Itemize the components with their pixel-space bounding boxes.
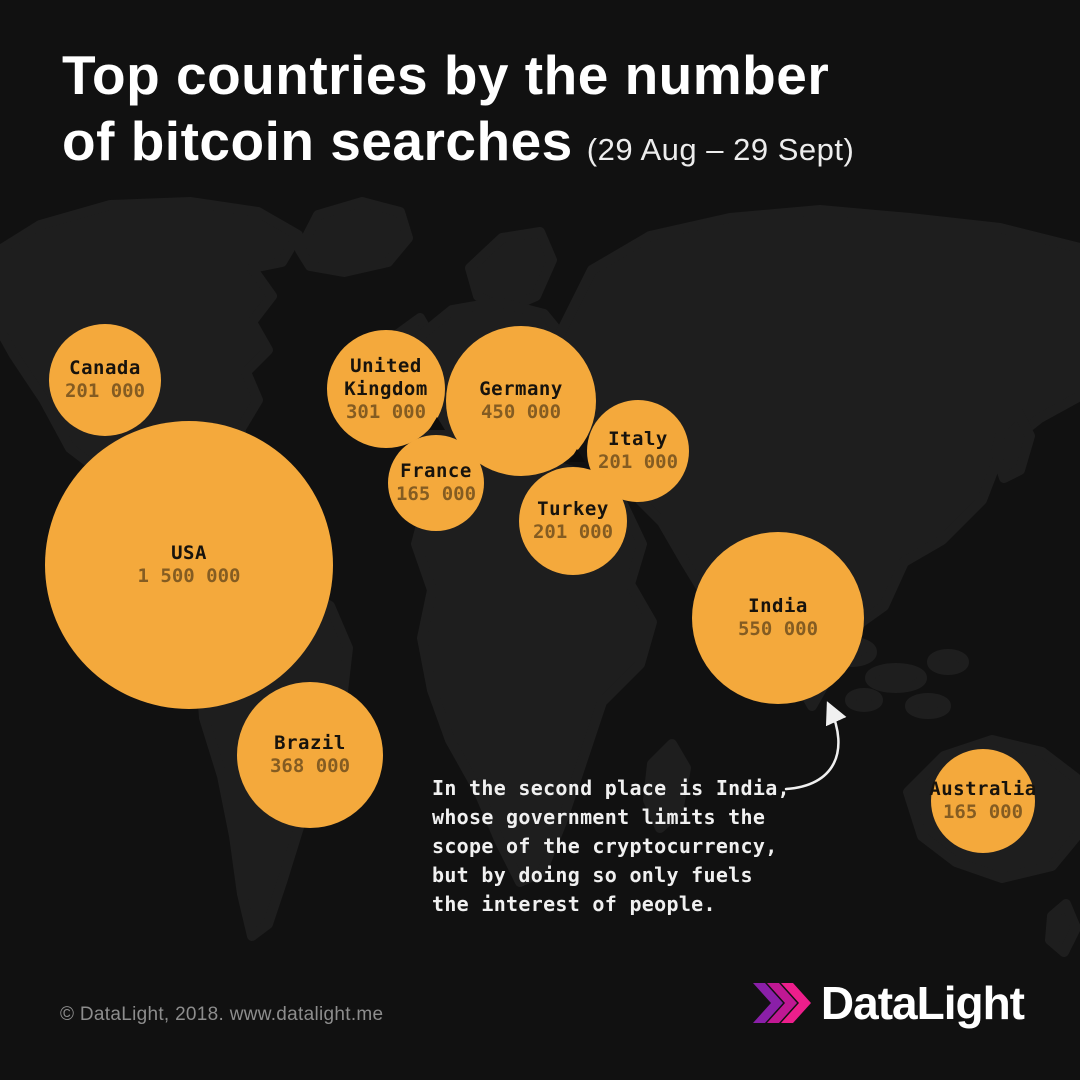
bubble-australia: Australia 165 000 [929, 749, 1037, 853]
bubble-value-label: 165 000 [942, 801, 1024, 823]
title-line-2: of bitcoin searches [62, 110, 573, 172]
annotation-india: In the second place is India, whose gove… [432, 774, 790, 919]
bubble-value-label: 201 000 [532, 521, 614, 543]
bubble-country-label: United Kingdom [344, 354, 428, 400]
bubble-value-label: 165 000 [395, 483, 477, 505]
bubble-italy: Italy 201 000 [587, 400, 689, 502]
bubble-country-label: Turkey [537, 498, 609, 520]
header: Top countries by the number of bitcoin s… [62, 42, 854, 174]
bubble-brazil: Brazil 368 000 [237, 682, 383, 828]
bubble-value-label: 201 000 [597, 451, 679, 473]
date-range-subtitle: (29 Aug – 29 Sept) [586, 132, 855, 167]
brand-name: DataLight [820, 977, 1025, 1029]
annotation-line: the interest of people. [432, 892, 716, 916]
annotation-line: but by doing so only fuels [432, 863, 753, 887]
bubble-usa: USA 1 500 000 [45, 421, 333, 709]
datalight-chevrons-icon [752, 983, 811, 1023]
annotation-line: scope of the cryptocurrency, [432, 834, 778, 858]
bubble-country-label: USA [171, 542, 207, 564]
bubble-turkey: Turkey 201 000 [519, 467, 627, 575]
annotation-line: whose government limits the [432, 805, 766, 829]
bubble-country-label: Germany [479, 378, 563, 400]
bubble-value-label: 1 500 000 [137, 565, 241, 587]
bubble-canada: Canada 201 000 [49, 324, 161, 436]
title-line-1: Top countries by the number [62, 44, 830, 106]
bubble-uk: United Kingdom 301 000 [327, 330, 445, 448]
bubble-country-label: France [400, 460, 472, 482]
bubble-country-label: India [748, 595, 808, 617]
bubble-value-label: 550 000 [737, 618, 819, 640]
copyright-text: © DataLight, 2018. www.datalight.me [60, 1004, 384, 1025]
brand-logo: DataLight [752, 976, 1025, 1030]
bubble-country-label: Brazil [274, 732, 346, 754]
bubble-country-label: Canada [69, 357, 141, 379]
bubble-country-label: Australia [929, 778, 1037, 800]
annotation-line: In the second place is India, [432, 776, 790, 800]
bubble-country-label: Italy [608, 428, 668, 450]
bubble-value-label: 201 000 [64, 380, 146, 402]
bubble-value-label: 450 000 [480, 401, 562, 423]
bubble-france: France 165 000 [388, 435, 484, 531]
location-pointer-icon [569, 449, 585, 462]
page-title: Top countries by the number of bitcoin s… [62, 42, 854, 174]
bubble-value-label: 301 000 [345, 400, 427, 423]
bubble-india: India 550 000 [692, 532, 864, 704]
location-pointer-icon [429, 417, 445, 430]
bubble-value-label: 368 000 [269, 755, 351, 777]
